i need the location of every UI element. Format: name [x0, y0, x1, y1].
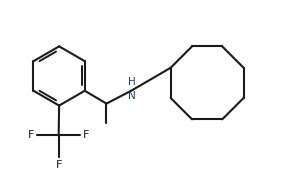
Text: N: N — [128, 91, 136, 101]
Text: F: F — [56, 160, 62, 170]
Text: H: H — [128, 77, 136, 87]
Text: F: F — [83, 130, 90, 140]
Text: F: F — [28, 130, 34, 140]
